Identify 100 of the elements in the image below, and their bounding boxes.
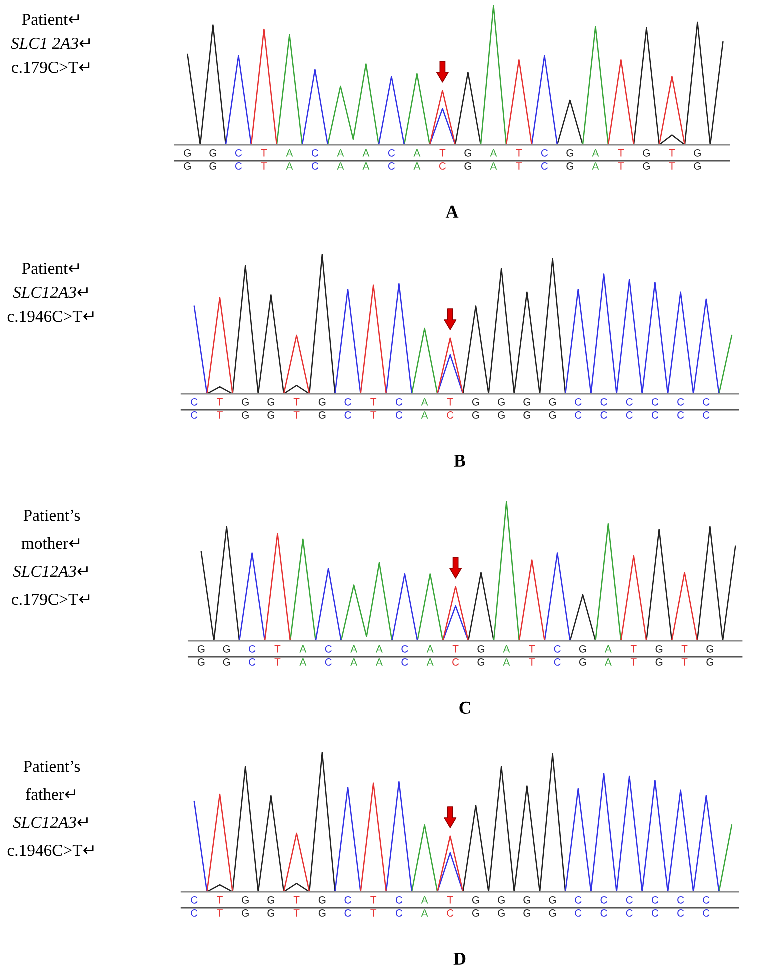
text: c.179C>T↵ bbox=[12, 62, 90, 74]
x-tick-label: T C bbox=[452, 646, 460, 666]
x-tick-label: A A bbox=[300, 646, 307, 666]
x-tick-label: T T bbox=[630, 646, 637, 666]
text: Patient’s bbox=[24, 510, 80, 522]
x-tick-label: T T bbox=[669, 150, 676, 170]
x-tick-label: G G bbox=[524, 896, 530, 917]
x-tick-label: G G bbox=[198, 645, 205, 666]
x-tick-label: A A bbox=[376, 646, 383, 666]
x-tick-label: C C bbox=[344, 896, 352, 917]
x-tick-label: G G bbox=[318, 398, 326, 419]
x-tick-label: A A bbox=[490, 150, 498, 170]
x-tick-label: A A bbox=[503, 646, 510, 666]
x-tick-label: G G bbox=[472, 398, 480, 419]
x-tick-label: T T bbox=[618, 150, 624, 170]
x-tick-label: C C bbox=[235, 149, 242, 170]
text: Patient↵ bbox=[22, 14, 80, 26]
x-tick-label: G G bbox=[498, 896, 505, 917]
x-tick-label: A A bbox=[592, 150, 600, 170]
x-tick-label: C C bbox=[388, 149, 396, 170]
x-tick-label: G G bbox=[549, 896, 556, 917]
x-axis-title: D bbox=[454, 953, 466, 965]
x-tick-label: C C bbox=[249, 645, 256, 666]
x-tick-label: A A bbox=[362, 150, 370, 170]
x-tick-label: C C bbox=[626, 896, 633, 917]
x-tick-label: A A bbox=[604, 646, 612, 666]
text: father↵ bbox=[26, 788, 76, 800]
x-tick-label: A A bbox=[421, 398, 428, 419]
x-tick-label: G G bbox=[318, 896, 326, 917]
x-tick-label: T C bbox=[447, 896, 454, 917]
x-tick-label: G G bbox=[242, 398, 249, 419]
x-tick-label: T T bbox=[370, 896, 377, 917]
x-tick-label: G G bbox=[694, 149, 701, 170]
x-tick-label: G G bbox=[242, 896, 249, 917]
x-tick-label: C C bbox=[626, 398, 633, 419]
x-tick-label: C C bbox=[703, 896, 710, 917]
x-tick-label: G G bbox=[643, 149, 650, 170]
x-tick-label: G G bbox=[706, 645, 714, 666]
x-tick-label: T T bbox=[529, 646, 536, 666]
x-tick-label: T C bbox=[439, 150, 446, 170]
x-tick-label: G G bbox=[268, 398, 274, 419]
x-axis-title: C bbox=[460, 702, 470, 714]
x-tick-label: C C bbox=[396, 398, 403, 419]
x-tick-label: T T bbox=[294, 896, 300, 917]
text: mother↵ bbox=[22, 537, 80, 550]
x-tick-label: C C bbox=[396, 896, 403, 917]
x-tick-label: C C bbox=[575, 896, 582, 917]
x-axis-title: B bbox=[454, 455, 466, 467]
x-tick-label: G G bbox=[464, 149, 472, 170]
x-tick-label: G G bbox=[579, 645, 586, 666]
text: c.179C>T↵ bbox=[12, 594, 90, 606]
x-tick-label: G G bbox=[210, 149, 216, 170]
text: Patient↵ bbox=[22, 262, 80, 274]
x-tick-label: G G bbox=[223, 645, 230, 666]
x-tick-label: C C bbox=[312, 149, 319, 170]
text: SLC12A3↵ bbox=[13, 566, 88, 578]
x-tick-label: G G bbox=[472, 896, 480, 917]
x-tick-label: G G bbox=[549, 398, 556, 419]
text: SLC12A3↵ bbox=[13, 286, 88, 298]
x-tick-label: A A bbox=[414, 150, 421, 170]
x-tick-label: G G bbox=[478, 645, 485, 666]
x-tick-label: T T bbox=[370, 398, 377, 419]
x-tick-label: T T bbox=[516, 150, 522, 170]
x-tick-label: T T bbox=[682, 646, 688, 666]
x-tick-label: A A bbox=[286, 150, 294, 170]
x-tick-label: C C bbox=[344, 398, 352, 419]
x-tick-label: T T bbox=[294, 398, 300, 419]
x-tick-label: T C bbox=[447, 398, 454, 419]
text: c.1946C>T↵ bbox=[8, 310, 94, 322]
x-tick-label: C C bbox=[652, 398, 659, 419]
x-tick-label: C C bbox=[325, 645, 332, 666]
text: SLC12A3↵ bbox=[13, 816, 88, 828]
x-tick-label: A A bbox=[421, 896, 428, 917]
text: SLC1 2A3↵ bbox=[11, 38, 90, 50]
x-tick-label: C C bbox=[191, 398, 198, 419]
x-tick-label: C C bbox=[191, 896, 198, 917]
x-tick-label: C C bbox=[652, 896, 659, 917]
x-tick-label: G G bbox=[656, 645, 663, 666]
x-tick-label: G G bbox=[524, 398, 530, 419]
x-tick-label: G G bbox=[184, 149, 191, 170]
x-tick-label: C C bbox=[600, 896, 608, 917]
x-tick-label: C C bbox=[703, 398, 710, 419]
x-tick-label: T T bbox=[274, 646, 281, 666]
x-tick-label: C C bbox=[678, 398, 684, 419]
x-tick-label: C C bbox=[554, 645, 561, 666]
x-tick-label: T T bbox=[217, 398, 223, 419]
x-tick-label: T T bbox=[217, 896, 223, 917]
x-tick-label: C C bbox=[678, 896, 684, 917]
x-tick-label: C C bbox=[402, 645, 408, 666]
text: Patient’s bbox=[24, 760, 80, 772]
text: c.1946C>T↵ bbox=[8, 844, 94, 856]
x-tick-label: G G bbox=[566, 149, 574, 170]
x-tick-label: C C bbox=[575, 398, 582, 419]
x-tick-label: C C bbox=[541, 149, 548, 170]
x-tick-label: A A bbox=[426, 646, 434, 666]
x-axis-title: A bbox=[446, 206, 459, 218]
x-tick-label: C C bbox=[600, 398, 608, 419]
x-tick-label: T T bbox=[261, 150, 268, 170]
x-tick-label: A A bbox=[350, 646, 358, 666]
x-tick-label: G G bbox=[498, 398, 505, 419]
